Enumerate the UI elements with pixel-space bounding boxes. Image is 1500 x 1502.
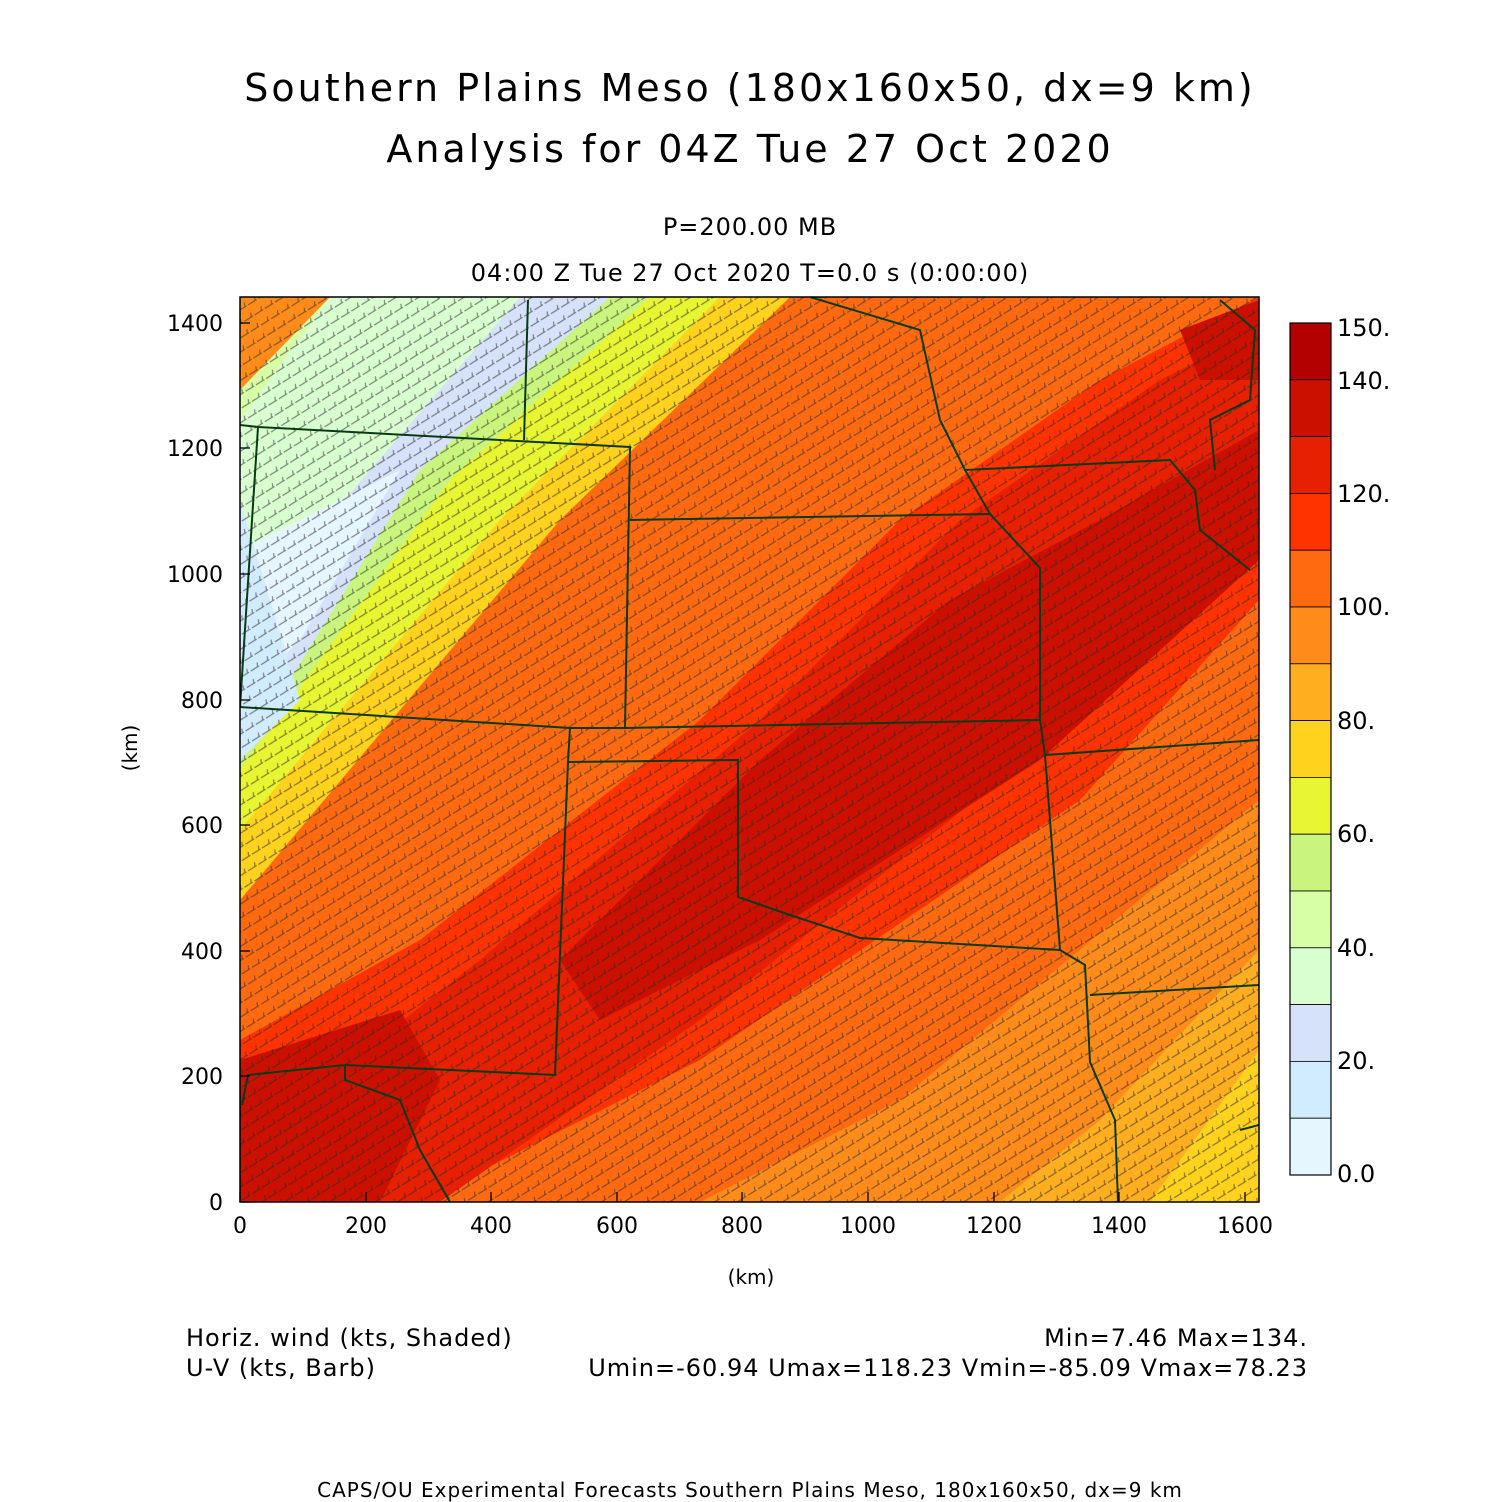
state-boundaries bbox=[240, 297, 1259, 1202]
valid-time: 04:00 Z Tue 27 Oct 2020 T=0.0 s (0:00:00… bbox=[470, 259, 1030, 287]
colorbar bbox=[1289, 322, 1332, 1176]
colorbar-labels: 150. 140. 120. 100. 80. 60. 40. 20. 0.0 bbox=[1337, 314, 1390, 1188]
colorbar-segment bbox=[1289, 549, 1332, 608]
colorbar-segment bbox=[1289, 1061, 1332, 1119]
y-tick-label: 1400 bbox=[167, 312, 223, 337]
pressure-level: P=200.00 MB bbox=[662, 213, 838, 241]
colorbar-label: 20. bbox=[1337, 1047, 1375, 1075]
colorbar-label: 0.0 bbox=[1337, 1160, 1375, 1188]
y-tick-label: 600 bbox=[181, 814, 223, 839]
axis-ticks bbox=[239, 322, 1246, 1203]
colorbar-segment bbox=[1289, 1117, 1332, 1176]
colorbar-label: 60. bbox=[1337, 820, 1375, 848]
y-tick-label: 1200 bbox=[167, 437, 223, 462]
y-tick-label: 0 bbox=[209, 1191, 223, 1216]
colorbar-segment bbox=[1289, 1004, 1332, 1062]
colorbar-segment bbox=[1289, 379, 1332, 437]
colorbar-segment bbox=[1289, 947, 1332, 1005]
y-tick-label: 400 bbox=[181, 940, 223, 965]
colorbar-segment bbox=[1289, 606, 1332, 665]
colorbar-segment bbox=[1289, 777, 1332, 835]
x-axis-label: (km) bbox=[728, 1265, 775, 1289]
field-barb-label: U-V (kts, Barb) bbox=[186, 1354, 376, 1382]
colorbar-segment bbox=[1289, 322, 1332, 381]
x-tick-label: 800 bbox=[721, 1214, 763, 1239]
colorbar-label: 40. bbox=[1337, 934, 1375, 962]
x-tick-label: 1200 bbox=[966, 1214, 1022, 1239]
colorbar-segment bbox=[1289, 492, 1332, 551]
colorbar-segment bbox=[1289, 890, 1332, 949]
title-line-2: Analysis for 04Z Tue 27 Oct 2020 bbox=[386, 127, 1114, 171]
uv-stats: Umin=-60.94 Umax=118.23 Vmin=-85.09 Vmax… bbox=[588, 1354, 1308, 1382]
plot-frame bbox=[239, 296, 1260, 1203]
colorbar-label: 100. bbox=[1337, 593, 1390, 621]
y-axis-label: (km) bbox=[118, 725, 142, 772]
min-max-stats: Min=7.46 Max=134. bbox=[1044, 1324, 1308, 1352]
x-tick-label: 600 bbox=[596, 1214, 638, 1239]
colorbar-frame bbox=[1289, 322, 1332, 1176]
y-tick-label: 200 bbox=[181, 1065, 223, 1090]
title-line-1: Southern Plains Meso (180x160x50, dx=9 k… bbox=[244, 66, 1256, 110]
colorbar-label: 140. bbox=[1337, 367, 1390, 395]
x-tick-label: 1600 bbox=[1217, 1214, 1273, 1239]
colorbar-segment bbox=[1289, 663, 1332, 721]
y-tick-label: 800 bbox=[181, 689, 223, 714]
x-tick-label: 1400 bbox=[1091, 1214, 1147, 1239]
colorbar-label: 150. bbox=[1337, 314, 1390, 342]
colorbar-segment bbox=[1289, 833, 1332, 892]
colorbar-label: 80. bbox=[1337, 707, 1375, 735]
colorbar-segment bbox=[1289, 436, 1332, 494]
field-shaded-label: Horiz. wind (kts, Shaded) bbox=[186, 1324, 513, 1352]
colorbar-label: 120. bbox=[1337, 480, 1390, 508]
x-tick-label: 1000 bbox=[840, 1214, 896, 1239]
colorbar-segment bbox=[1289, 720, 1332, 778]
y-tick-labels: 0 200 400 600 800 1000 1200 1400 bbox=[167, 312, 223, 1216]
wind-speed-field bbox=[240, 297, 1259, 1202]
credit-line: CAPS/OU Experimental Forecasts Southern … bbox=[317, 1478, 1183, 1502]
x-tick-label: 200 bbox=[345, 1214, 387, 1239]
x-tick-label: 0 bbox=[233, 1214, 247, 1239]
y-tick-label: 1000 bbox=[167, 563, 223, 588]
x-tick-labels: 0 200 400 600 800 1000 1200 1400 1600 bbox=[233, 1214, 1273, 1239]
x-tick-label: 400 bbox=[470, 1214, 512, 1239]
